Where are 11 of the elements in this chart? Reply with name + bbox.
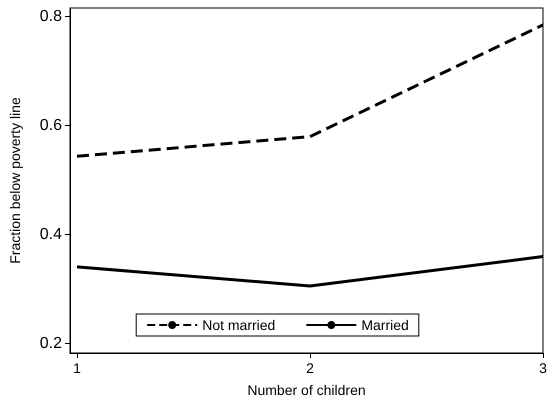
x-tick-label: 2 — [306, 360, 314, 376]
y-tick-label: 0.6 — [40, 117, 62, 134]
y-tick-label: 0.2 — [40, 335, 62, 352]
legend-label: Married — [361, 317, 409, 333]
y-tick-label: 0.4 — [40, 226, 62, 244]
y-tick-label: 0.8 — [40, 8, 62, 26]
y-axis-title: Fraction below poverty line — [7, 97, 23, 264]
legend-label: Not married — [202, 317, 276, 333]
x-axis-title: Number of children — [247, 382, 366, 398]
x-tick-label: 3 — [539, 360, 548, 376]
x-tick-label: 1 — [73, 360, 82, 376]
